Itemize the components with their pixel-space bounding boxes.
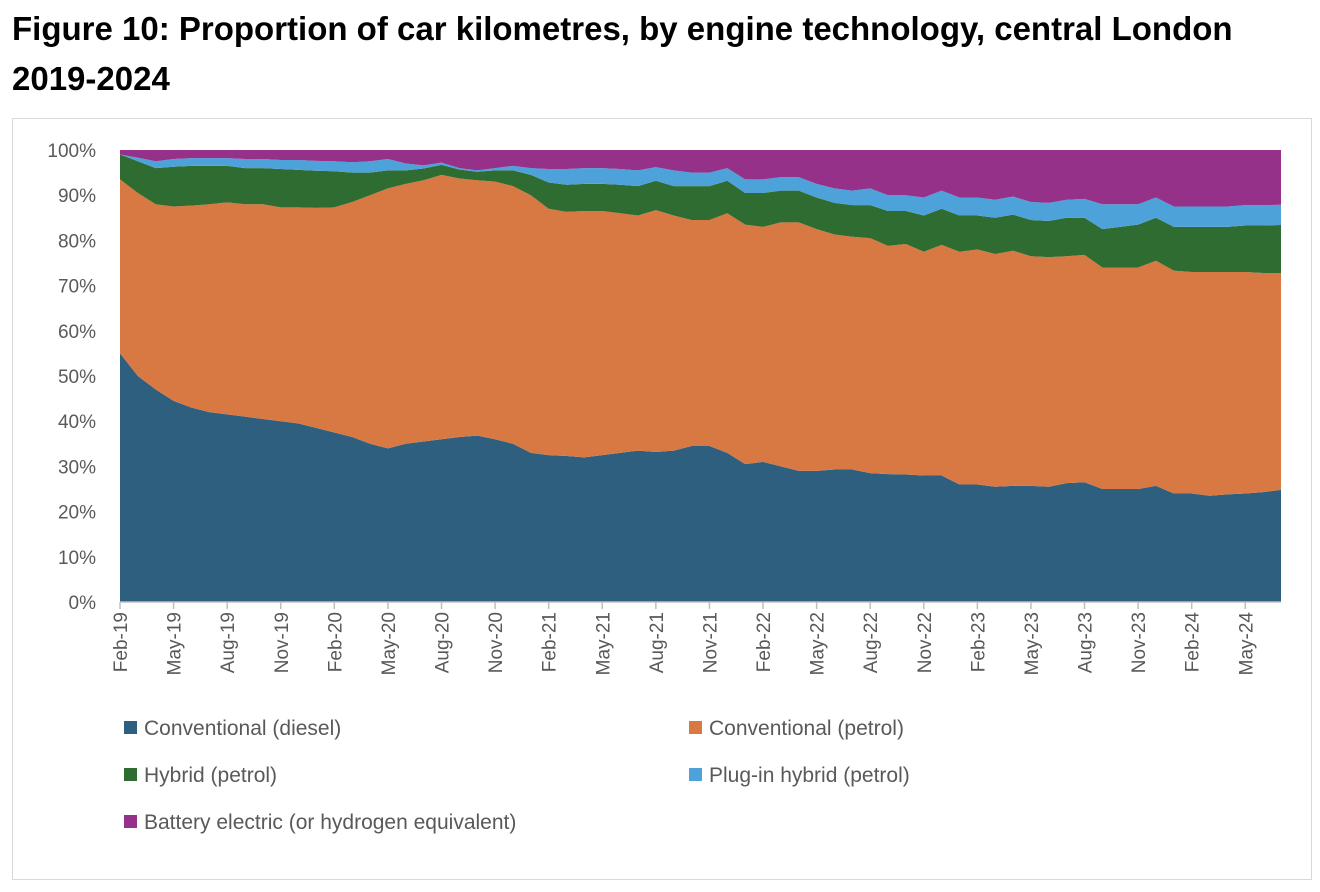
x-tick-label: Feb-21 <box>540 612 561 672</box>
x-tick-label: Aug-20 <box>433 612 454 673</box>
x-tick-label: Aug-21 <box>647 612 668 673</box>
y-tick-label: 80% <box>58 231 96 252</box>
x-tick-label: May-24 <box>1236 612 1257 676</box>
series-area-4 <box>120 150 1281 207</box>
legend-label-3: Plug-in hybrid (petrol) <box>709 764 910 787</box>
y-tick-label: 90% <box>58 186 96 207</box>
y-tick-label: 100% <box>47 141 96 162</box>
figure-title: Figure 10: Proportion of car kilometres,… <box>12 10 1233 97</box>
x-tick-label: Aug-22 <box>861 612 882 673</box>
y-tick-label: 70% <box>58 277 96 298</box>
x-tick-label: Nov-22 <box>915 612 936 673</box>
x-tick-label: Feb-23 <box>968 612 989 672</box>
x-tick-label: Nov-19 <box>272 612 293 673</box>
legend-label-2: Hybrid (petrol) <box>144 764 277 787</box>
x-tick-label: Feb-24 <box>1183 612 1204 673</box>
chart-frame: 0% 10% 20% 30% 40% 50% 60% 70% 80% 90% 100% Feb-19 M… <box>12 118 1312 880</box>
y-tick-label: 30% <box>58 457 96 478</box>
x-tick-label: Feb-19 <box>111 612 132 672</box>
x-tick-label: May-23 <box>1022 612 1043 675</box>
legend-swatch-0 <box>124 721 137 734</box>
legend-label-1: Conventional (petrol) <box>709 717 904 740</box>
x-tick-label: May-22 <box>808 612 829 675</box>
legend-label-0: Conventional (diesel) <box>144 717 341 740</box>
x-tick-label: Nov-20 <box>486 612 507 673</box>
legend-label-4: Battery electric (or hydrogen equivalent… <box>144 811 516 834</box>
y-tick-label: 60% <box>58 322 96 343</box>
x-tick-label: May-19 <box>165 612 186 675</box>
stacked-area-chart: 0% 10% 20% 30% 40% 50% 60% 70% 80% 90% 100% Feb-19 M… <box>47 141 1281 834</box>
x-tick-label: May-21 <box>593 612 614 675</box>
series-area-1 <box>120 174 1281 496</box>
legend-swatch-4 <box>124 815 137 828</box>
x-tick-label: Aug-23 <box>1076 612 1097 673</box>
x-tick-label: Nov-21 <box>700 612 721 673</box>
legend-swatch-2 <box>124 768 137 781</box>
legend-swatch-3 <box>689 768 702 781</box>
x-tick-label: Feb-20 <box>325 612 346 672</box>
x-tick-label: Feb-22 <box>754 612 775 672</box>
y-tick-label: 20% <box>58 503 96 524</box>
y-tick-label: 50% <box>58 367 96 388</box>
y-tick-label: 0% <box>69 593 97 614</box>
series-area-2 <box>120 154 1281 273</box>
series-area-3 <box>120 154 1281 230</box>
y-tick-label: 40% <box>58 412 96 433</box>
x-tick-label: May-20 <box>379 612 400 675</box>
x-tick-label: Aug-19 <box>218 612 239 673</box>
y-tick-label: 10% <box>58 548 96 569</box>
legend-swatch-1 <box>689 721 702 734</box>
series-area-0 <box>120 353 1281 602</box>
x-tick-label: Nov-23 <box>1129 612 1150 673</box>
